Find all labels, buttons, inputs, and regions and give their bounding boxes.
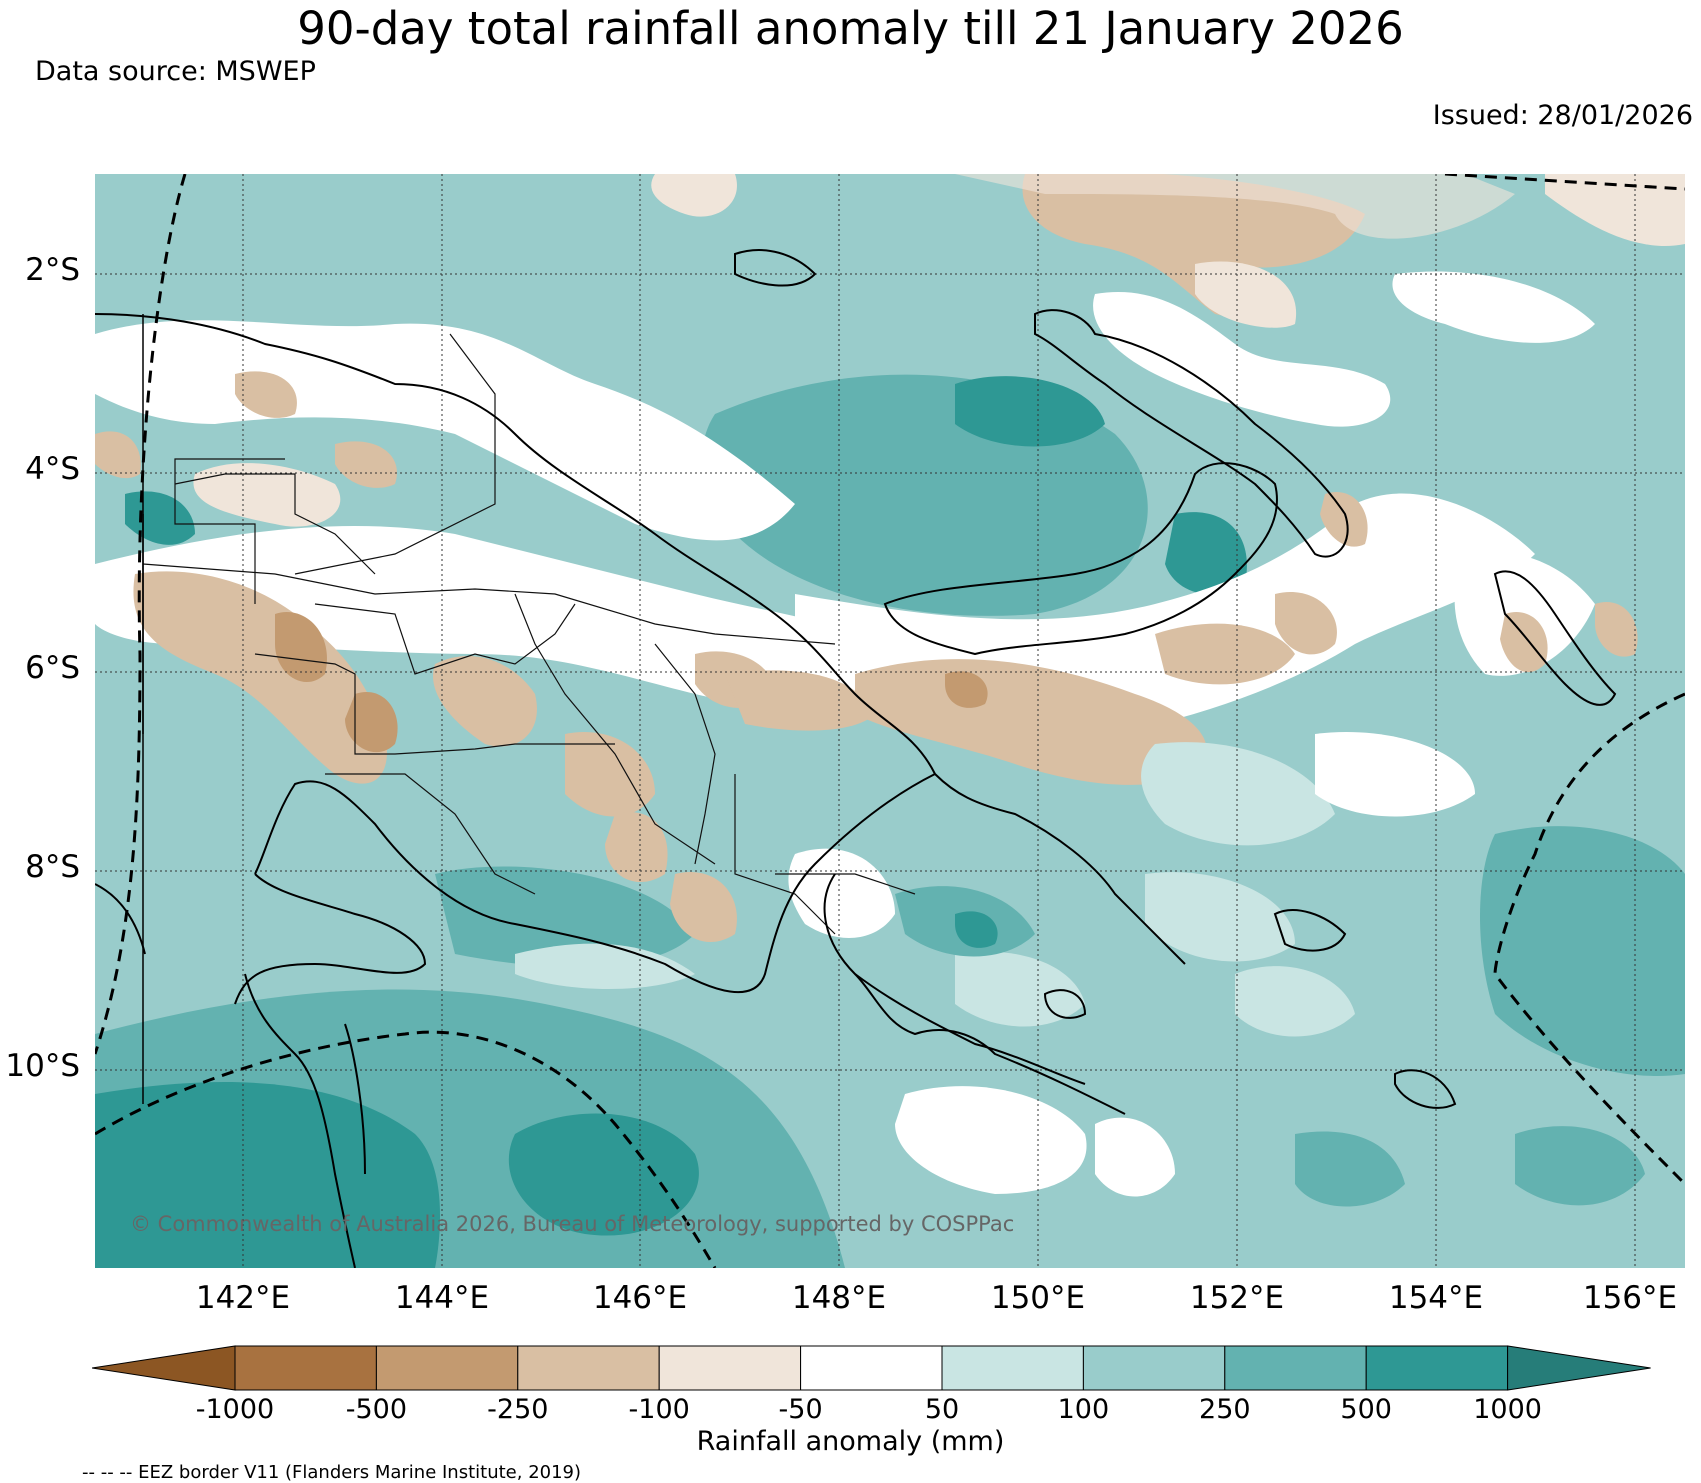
lat-label-8s: 8°S [25, 849, 80, 885]
colorbar-label: Rainfall anomaly (mm) [696, 1426, 1005, 1457]
lat-label-10s: 10°S [5, 1048, 80, 1084]
colorbar-segment [1082, 1345, 1226, 1391]
eez-note: -- -- -- EEZ border V11 (Flanders Marine… [82, 1462, 582, 1483]
colorbar [91, 1344, 1652, 1396]
colorbar-tick-label: 250 [1199, 1394, 1251, 1425]
colorbar-extend-high [1507, 1345, 1651, 1391]
colorbar-segment [1224, 1345, 1367, 1391]
colorbar-tick-label: 500 [1340, 1394, 1392, 1425]
colorbar-segment [234, 1345, 377, 1391]
colorbar-tick-label: -1000 [195, 1394, 275, 1425]
anomaly-fill-layer [95, 174, 1685, 1268]
colorbar-tick-label: -500 [345, 1394, 408, 1425]
issued-date-label: Issued: 28/01/2026 [1432, 100, 1693, 131]
map-canvas [95, 174, 1685, 1268]
colorbar-segment [375, 1345, 519, 1391]
lat-label-4s: 4°S [25, 451, 80, 487]
colorbar-segment [658, 1345, 802, 1391]
lon-label-146e: 146°E [592, 1280, 688, 1316]
lon-label-144e: 144°E [394, 1280, 490, 1316]
lon-label-150e: 150°E [990, 1280, 1086, 1316]
lon-label-156e: 156°E [1582, 1280, 1678, 1316]
lat-label-6s: 6°S [25, 650, 80, 686]
lon-label-152e: 152°E [1189, 1280, 1285, 1316]
rainfall-anomaly-map [95, 174, 1685, 1268]
lon-label-142e: 142°E [195, 1280, 291, 1316]
colorbar-tick-label: 100 [1057, 1394, 1110, 1425]
colorbar-svg [91, 1345, 1651, 1391]
province-borders [142, 333, 916, 935]
data-source-label: Data source: MSWEP [35, 56, 316, 87]
coastlines [95, 249, 1617, 1268]
graticule [95, 174, 1685, 1268]
eez-borders [95, 174, 1685, 1268]
colorbar-segment [1365, 1345, 1509, 1391]
copyright-notice: © Commonwealth of Australia 2026, Bureau… [130, 1212, 1015, 1236]
colorbar-extend-low [91, 1345, 236, 1391]
colorbar-segment [941, 1345, 1084, 1391]
lat-label-2s: 2°S [25, 252, 80, 288]
map-title: 90-day total rainfall anomaly till 21 Ja… [297, 2, 1404, 55]
colorbar-tick-label: 50 [924, 1394, 960, 1425]
lon-label-148e: 148°E [791, 1280, 887, 1316]
colorbar-tick-label: 1000 [1473, 1394, 1542, 1425]
colorbar-tick-label: -50 [778, 1394, 823, 1425]
colorbar-tick-label: -100 [628, 1394, 690, 1425]
colorbar-segment [800, 1345, 943, 1391]
colorbar-segment [517, 1345, 660, 1391]
lon-label-154e: 154°E [1388, 1280, 1484, 1316]
colorbar-tick-label: -250 [487, 1394, 549, 1425]
